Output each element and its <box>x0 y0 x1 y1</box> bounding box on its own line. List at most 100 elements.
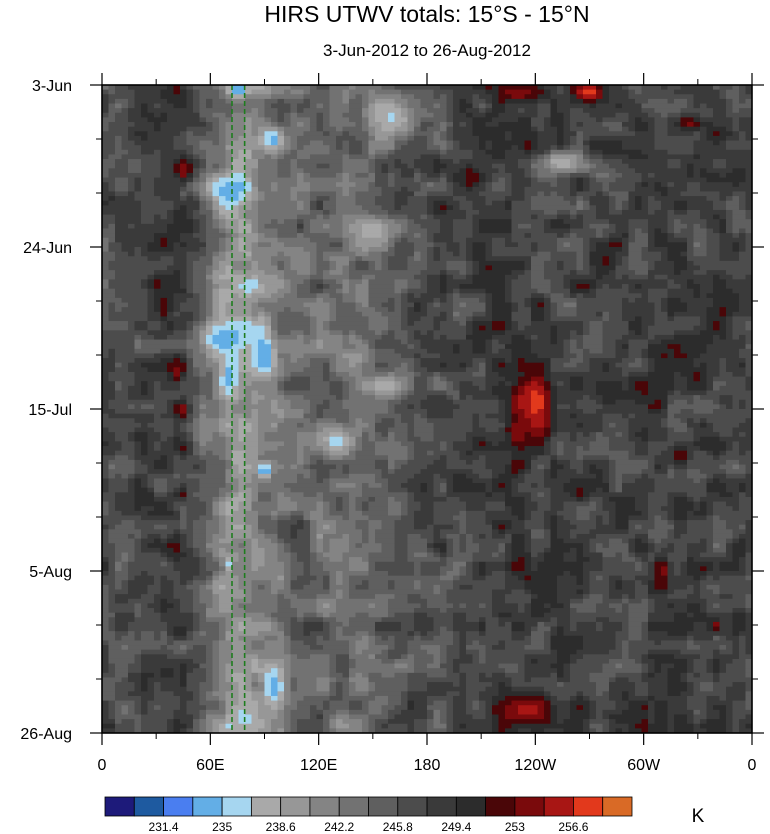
heatmap-cell <box>297 330 305 336</box>
heatmap-cell <box>134 538 142 544</box>
heatmap-cell <box>316 242 324 248</box>
heatmap-cell <box>232 566 240 572</box>
heatmap-cell <box>303 94 311 100</box>
heatmap-cell <box>303 594 311 600</box>
heatmap-cell <box>154 459 162 466</box>
heatmap-cell <box>102 719 110 725</box>
heatmap-cell <box>186 645 194 651</box>
heatmap-cell <box>193 348 201 355</box>
heatmap-cell <box>251 686 259 692</box>
heatmap-cell <box>316 432 324 438</box>
heatmap-cell <box>232 446 240 452</box>
heatmap-cell <box>225 566 233 572</box>
heatmap-cell <box>115 251 123 257</box>
heatmap-cell <box>167 182 175 188</box>
heatmap-cell <box>173 649 181 655</box>
heatmap-cell <box>245 714 253 720</box>
heatmap-cell <box>238 103 246 109</box>
heatmap-cell <box>264 112 272 118</box>
heatmap-cell <box>141 316 149 322</box>
heatmap-cell <box>238 149 246 156</box>
heatmap-cell <box>329 247 337 253</box>
heatmap-cell <box>297 478 305 484</box>
heatmap-cell <box>303 98 311 105</box>
heatmap-cell <box>258 219 266 225</box>
heatmap-cell <box>134 719 142 725</box>
heatmap-cell <box>193 182 201 188</box>
heatmap-cell <box>277 640 285 646</box>
heatmap-cell <box>147 709 155 716</box>
heatmap-cell <box>121 719 129 725</box>
heatmap-cell <box>108 358 116 364</box>
heatmap-cell <box>186 182 194 188</box>
heatmap-cell <box>316 112 324 118</box>
heatmap-cell <box>173 284 181 290</box>
heatmap-cell <box>128 135 136 142</box>
heatmap-cell <box>225 432 233 438</box>
heatmap-cell <box>108 237 116 243</box>
heatmap-cell <box>297 705 305 711</box>
heatmap-cell <box>310 524 318 530</box>
heatmap-cell <box>180 251 188 257</box>
heatmap-cell <box>238 270 246 276</box>
heatmap-cell <box>128 108 136 114</box>
heatmap-cell <box>212 89 220 95</box>
heatmap-cell <box>199 247 207 253</box>
heatmap-cell <box>264 649 272 655</box>
heatmap-cell <box>264 344 272 350</box>
heatmap-cell <box>147 594 155 600</box>
heatmap-cell <box>160 297 168 304</box>
heatmap-cell <box>102 196 110 202</box>
heatmap-cell <box>186 233 194 239</box>
heatmap-cell <box>160 85 168 91</box>
heatmap-cell <box>193 126 201 132</box>
heatmap-cell <box>186 496 194 503</box>
heatmap-cell <box>212 432 220 438</box>
heatmap-cell <box>173 395 181 401</box>
heatmap-cell <box>297 321 305 327</box>
heatmap-cell <box>206 339 214 345</box>
heatmap-cell <box>186 237 194 243</box>
heatmap-cell <box>271 496 279 503</box>
heatmap-cell <box>108 584 116 591</box>
heatmap-cell <box>134 635 142 642</box>
heatmap-cell <box>258 654 266 660</box>
heatmap-cell <box>186 256 194 262</box>
heatmap-cell <box>316 700 324 706</box>
heatmap-cell <box>128 487 136 493</box>
heatmap-cell <box>277 487 285 493</box>
heatmap-cell <box>232 339 240 345</box>
heatmap-cell <box>264 339 272 345</box>
heatmap-cell <box>297 242 305 248</box>
heatmap-cell <box>297 325 305 331</box>
heatmap-cell <box>284 325 292 331</box>
heatmap-cell <box>251 399 259 405</box>
heatmap-cell <box>258 196 266 202</box>
heatmap-cell <box>128 422 136 429</box>
heatmap-cell <box>277 325 285 331</box>
heatmap-cell <box>206 714 214 720</box>
heatmap-cell <box>102 154 110 160</box>
heatmap-cell <box>115 353 123 359</box>
heatmap-cell <box>134 691 142 697</box>
heatmap-cell <box>141 603 149 609</box>
heatmap-cell <box>160 663 168 669</box>
heatmap-cell <box>303 561 311 567</box>
heatmap-cell <box>199 473 207 480</box>
heatmap-cell <box>232 297 240 304</box>
heatmap-cell <box>147 205 155 211</box>
heatmap-cell <box>147 543 155 549</box>
heatmap-cell <box>134 496 142 503</box>
heatmap-cell <box>316 483 324 489</box>
heatmap-cell <box>258 626 266 632</box>
heatmap-cell <box>102 122 110 128</box>
heatmap-cell <box>251 149 259 156</box>
heatmap-cell <box>303 334 311 341</box>
heatmap-cell <box>206 700 214 706</box>
heatmap-cell <box>154 594 162 600</box>
heatmap-cell <box>128 529 136 535</box>
heatmap-cell <box>225 108 233 114</box>
heatmap-cell <box>284 186 292 193</box>
heatmap-cell <box>303 247 311 253</box>
heatmap-cell <box>134 682 142 688</box>
